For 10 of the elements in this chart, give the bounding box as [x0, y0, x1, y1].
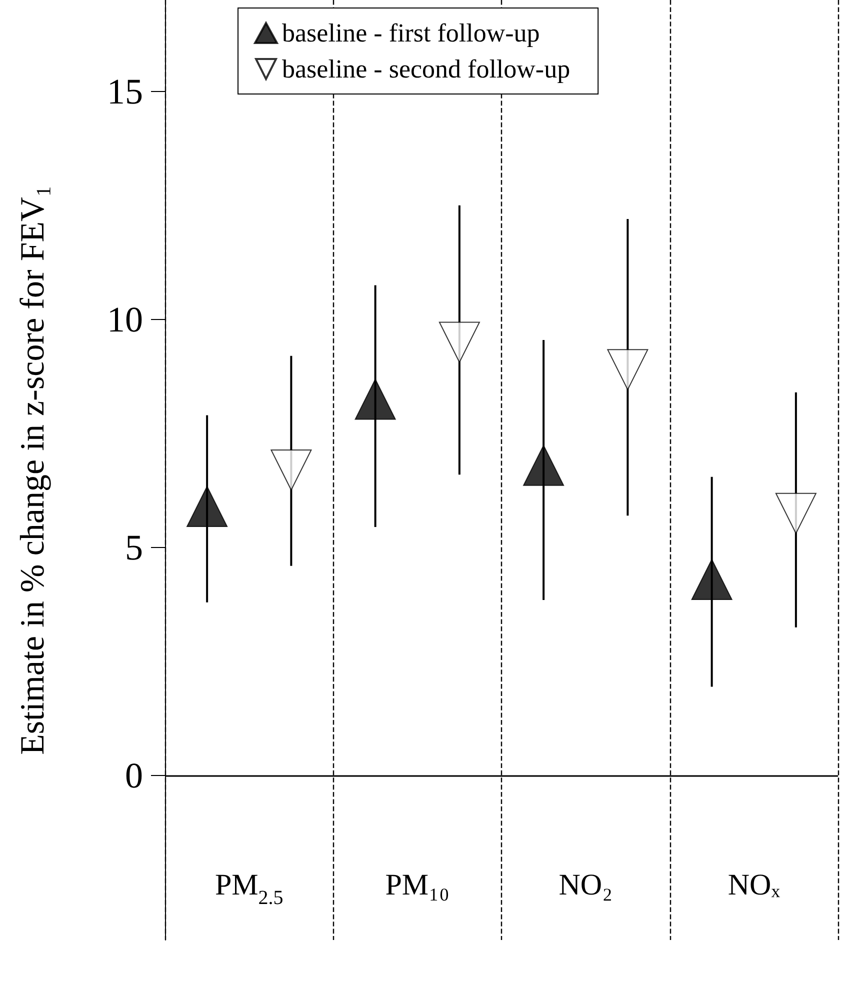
- x-tick-label: NOₓ: [728, 868, 780, 902]
- x-tick-label: NO₂: [558, 868, 613, 902]
- y-tick-label: 0: [125, 756, 143, 796]
- x-tick-label: PM₁₀: [385, 868, 450, 902]
- legend-label: baseline - first follow-up: [282, 18, 540, 48]
- y-tick-label: 15: [107, 71, 143, 112]
- legend-label: baseline - second follow-up: [282, 54, 570, 84]
- y-tick-label: 10: [107, 299, 143, 340]
- y-axis-title: Estimate in % change in z-score for FEV₁: [14, 185, 52, 755]
- y-tick-label: 5: [125, 528, 143, 568]
